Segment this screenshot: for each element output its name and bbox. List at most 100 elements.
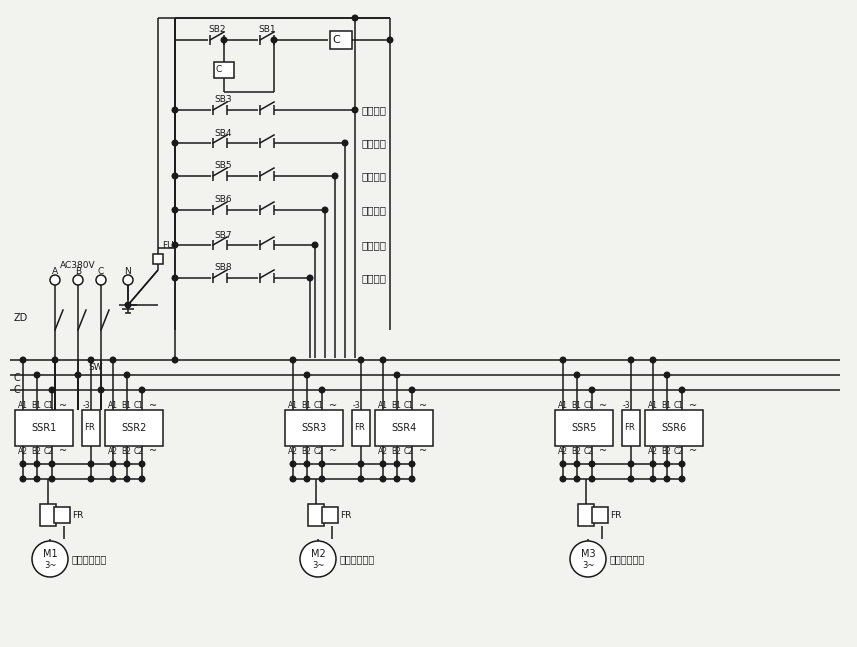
Circle shape	[664, 461, 670, 466]
Circle shape	[125, 302, 131, 308]
Circle shape	[139, 461, 145, 466]
Circle shape	[650, 476, 656, 482]
Text: C1: C1	[584, 402, 594, 410]
Circle shape	[172, 173, 177, 179]
Text: B2: B2	[31, 446, 41, 455]
Circle shape	[381, 461, 386, 466]
Text: ~: ~	[599, 401, 607, 411]
Text: 大车行走电机: 大车行走电机	[72, 554, 107, 564]
Text: FR: FR	[610, 510, 621, 520]
Bar	[82, 410, 100, 446]
Text: ~: ~	[329, 401, 337, 411]
Circle shape	[172, 107, 177, 113]
Text: B1: B1	[661, 402, 671, 410]
Text: SB1: SB1	[258, 25, 276, 34]
Text: -3: -3	[83, 402, 91, 410]
Text: C: C	[98, 267, 104, 276]
Bar	[214, 62, 234, 78]
Circle shape	[21, 357, 26, 363]
Circle shape	[291, 476, 296, 482]
Text: B2: B2	[121, 446, 131, 455]
Text: B1: B1	[121, 402, 131, 410]
Text: ~: ~	[419, 446, 427, 456]
Circle shape	[319, 461, 325, 466]
Bar	[308, 504, 324, 526]
Text: SB2: SB2	[208, 25, 225, 34]
Text: ~: ~	[419, 401, 427, 411]
Circle shape	[50, 275, 60, 285]
Circle shape	[664, 476, 670, 482]
Circle shape	[574, 461, 580, 466]
Bar	[105, 410, 163, 446]
Text: M1: M1	[43, 549, 57, 559]
Circle shape	[21, 476, 26, 482]
Text: A1: A1	[378, 402, 388, 410]
Text: SSR1: SSR1	[32, 423, 57, 433]
Text: A2: A2	[378, 446, 388, 455]
Circle shape	[319, 387, 325, 393]
Circle shape	[111, 476, 116, 482]
Bar	[592, 507, 608, 523]
Circle shape	[680, 476, 685, 482]
Circle shape	[304, 476, 309, 482]
Circle shape	[88, 357, 93, 363]
Text: A2: A2	[648, 446, 658, 455]
Text: B1: B1	[391, 402, 401, 410]
Circle shape	[664, 372, 670, 378]
Text: A: A	[52, 267, 58, 276]
Circle shape	[21, 461, 26, 466]
Circle shape	[358, 461, 364, 466]
Text: A2: A2	[558, 446, 568, 455]
Bar	[153, 254, 163, 264]
Circle shape	[409, 387, 415, 393]
Circle shape	[322, 207, 327, 213]
Circle shape	[291, 461, 296, 466]
Bar	[622, 410, 640, 446]
Bar	[352, 410, 370, 446]
Text: SSR3: SSR3	[302, 423, 327, 433]
Circle shape	[221, 37, 227, 43]
Text: SB4: SB4	[214, 129, 231, 138]
Circle shape	[49, 461, 55, 466]
Bar	[330, 31, 352, 49]
Text: ~: ~	[149, 446, 157, 456]
Text: FR: FR	[624, 424, 635, 432]
Circle shape	[342, 140, 348, 146]
Text: 小车北行: 小车北行	[362, 205, 387, 215]
Circle shape	[560, 461, 566, 466]
Circle shape	[304, 461, 309, 466]
Text: C1: C1	[134, 402, 144, 410]
Text: FR: FR	[72, 510, 83, 520]
Bar	[645, 410, 703, 446]
Text: 吐钉上升: 吐钉上升	[362, 273, 387, 283]
Circle shape	[394, 372, 400, 378]
Bar	[555, 410, 613, 446]
Circle shape	[124, 372, 129, 378]
Text: 小车行走电机: 小车行走电机	[340, 554, 375, 564]
Text: C: C	[333, 35, 340, 45]
Circle shape	[312, 242, 318, 248]
Circle shape	[291, 357, 296, 363]
Text: C1: C1	[44, 402, 54, 410]
Text: 小车南行: 小车南行	[362, 171, 387, 181]
Text: 吐钉下降: 吐钉下降	[362, 240, 387, 250]
Circle shape	[680, 461, 685, 466]
Text: ~: ~	[149, 401, 157, 411]
Circle shape	[628, 476, 634, 482]
Text: C1: C1	[314, 402, 324, 410]
Text: -3: -3	[623, 402, 631, 410]
Text: B: B	[75, 267, 81, 276]
Circle shape	[172, 207, 177, 213]
Text: SB6: SB6	[214, 195, 231, 204]
Circle shape	[680, 387, 685, 393]
Circle shape	[88, 461, 93, 466]
Text: C2: C2	[404, 446, 414, 455]
Circle shape	[73, 275, 83, 285]
Circle shape	[49, 387, 55, 393]
Text: SB7: SB7	[214, 230, 231, 239]
Circle shape	[590, 461, 595, 466]
Bar	[578, 504, 594, 526]
Text: 大车西行: 大车西行	[362, 138, 387, 148]
Circle shape	[352, 15, 358, 21]
Text: A1: A1	[18, 402, 28, 410]
